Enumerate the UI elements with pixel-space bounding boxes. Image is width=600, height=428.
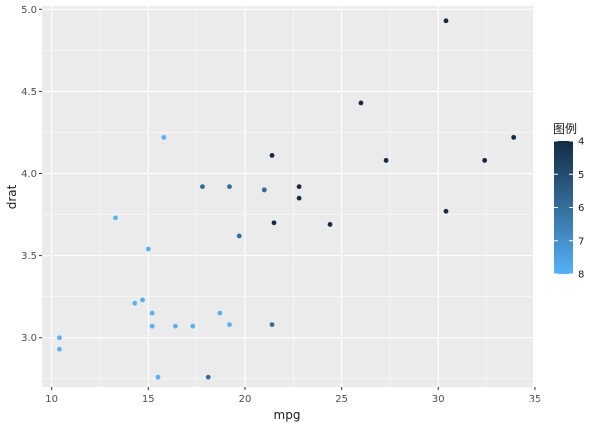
data-point	[132, 300, 138, 306]
data-point	[56, 335, 62, 341]
data-point	[269, 153, 275, 158]
data-point	[236, 233, 242, 239]
data-point	[227, 184, 232, 190]
y-axis-title: drat	[5, 184, 19, 209]
data-point	[296, 184, 302, 190]
legend-tick-label: 8	[578, 270, 584, 281]
data-point	[205, 374, 211, 380]
data-point	[511, 134, 517, 140]
legend-tick-label: 5	[578, 170, 584, 181]
data-point	[161, 134, 167, 140]
data-point	[383, 157, 389, 163]
data-point	[113, 215, 118, 221]
data-point	[149, 323, 155, 329]
data-point	[149, 310, 155, 316]
data-point	[200, 184, 205, 190]
data-point	[172, 323, 178, 329]
y-axis-ticks: 3.0 3.5 4.0 4.5 5.0	[21, 5, 42, 344]
legend-title: 图例	[553, 122, 577, 136]
data-point	[327, 222, 333, 227]
data-point	[261, 187, 267, 193]
legend-tick-label: 6	[578, 203, 584, 214]
legend-tick-label: 4	[578, 137, 584, 148]
data-point	[145, 246, 151, 252]
data-point	[271, 220, 277, 226]
x-axis-ticks: 10 15 20 25 30 35	[45, 387, 541, 405]
plot-panel	[42, 6, 533, 387]
x-axis-title: mpg	[274, 408, 301, 422]
y-tick-label: 4.0	[21, 169, 37, 180]
data-point	[190, 323, 196, 329]
x-tick-label: 15	[142, 394, 155, 405]
data-point	[296, 195, 302, 201]
legend-tick-label: 7	[578, 236, 584, 247]
watermark: 知乎 @R语言学堂	[478, 397, 590, 414]
data-point	[227, 322, 232, 327]
data-point	[443, 208, 449, 214]
y-tick-label: 3.5	[21, 251, 37, 262]
x-tick-label: 30	[432, 394, 445, 405]
x-tick-label: 25	[335, 394, 348, 405]
x-tick-label: 35	[529, 394, 542, 405]
data-point	[482, 157, 488, 163]
major-gridlines	[42, 6, 533, 387]
y-tick-label: 4.5	[21, 87, 37, 98]
legend-colorbar	[554, 141, 573, 274]
y-tick-label: 3.0	[21, 333, 37, 344]
minor-gridlines	[42, 6, 533, 387]
data-point	[140, 297, 145, 303]
data-point	[217, 310, 223, 316]
data-point	[358, 100, 364, 106]
data-point	[269, 322, 275, 327]
data-point	[155, 374, 161, 380]
y-tick-label: 5.0	[21, 5, 37, 16]
data-point	[56, 346, 62, 352]
x-tick-label: 20	[239, 394, 252, 405]
data-point	[443, 18, 449, 24]
legend-ticks: 4 5 6 7 8	[554, 137, 584, 281]
legend: 图例 4 5 6 7 8	[553, 122, 584, 281]
data-points	[56, 18, 517, 380]
x-tick-label: 10	[45, 394, 58, 405]
